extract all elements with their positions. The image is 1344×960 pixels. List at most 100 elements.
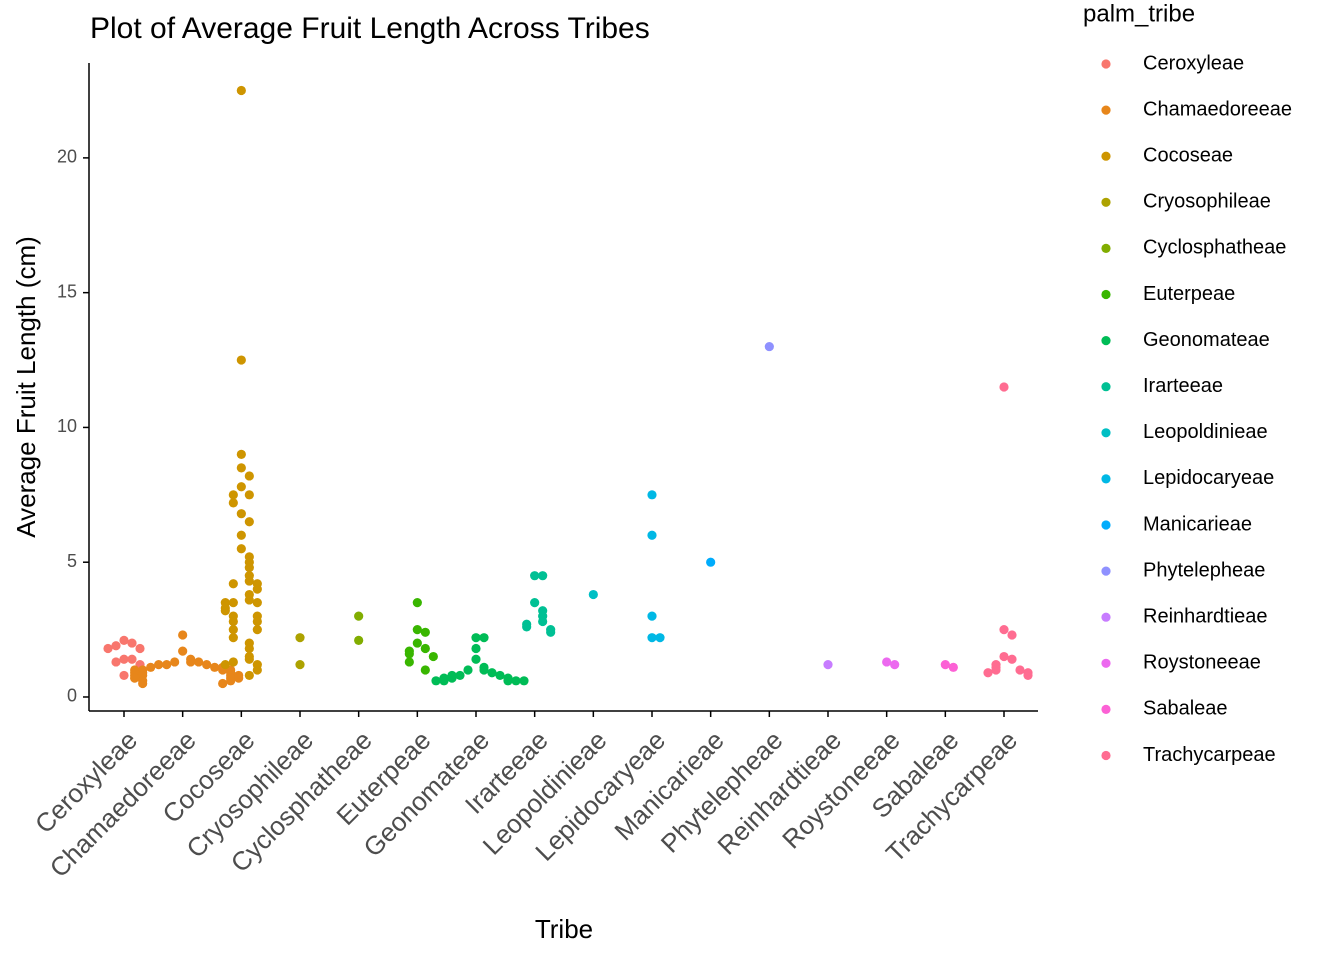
point [647,633,657,643]
point [447,673,457,683]
point [412,598,422,608]
point [479,665,489,675]
point [170,657,180,667]
legend-marker [1101,474,1111,484]
point [404,649,414,659]
point [236,355,246,365]
legend-label: Roystoneeae [1143,652,1261,674]
point [252,624,262,635]
point [463,665,473,675]
legend-label: Ceroxyleae [1143,52,1244,74]
point [354,611,364,621]
legend-label: Cocoseae [1143,144,1233,166]
legend-label: Cyclosphatheae [1143,237,1286,259]
point [588,589,598,600]
point [236,85,246,96]
point [202,660,212,670]
point [530,571,540,581]
legend-marker [1101,289,1111,300]
legend-label: Phytelepheae [1143,559,1265,581]
point [228,579,238,589]
point [522,622,532,632]
point [420,665,430,675]
point [228,633,238,643]
point [220,660,230,670]
y-tick-label: 5 [67,551,77,571]
point [236,544,246,554]
point [178,630,188,640]
point [244,643,254,654]
point [940,660,950,670]
y-tick-label: 15 [57,281,77,301]
point [236,509,246,519]
point [228,624,238,635]
point [420,643,430,654]
point [111,641,121,651]
point [404,657,414,667]
point [546,627,556,637]
point [412,638,422,648]
point [252,584,262,594]
point [252,616,262,627]
y-tick-label: 20 [57,147,77,167]
point [119,635,129,645]
point [228,490,238,500]
legend-marker [1101,105,1111,115]
legend-marker [1101,428,1111,438]
legend-label: Irarteeae [1143,375,1223,397]
point [244,517,254,527]
point [138,678,148,689]
point [103,643,113,654]
point [236,449,246,459]
legend-label: Euterpeae [1143,283,1235,305]
point [471,633,481,643]
point [146,662,156,672]
legend-marker [1101,520,1111,530]
point [764,341,774,352]
chart-title: Plot of Average Fruit Length Across Trib… [90,12,650,45]
point [431,676,441,686]
point [244,595,254,605]
x-axis-title: Tribe [535,914,593,944]
y-tick-label: 0 [67,686,77,706]
point [519,676,529,686]
point [220,606,230,616]
legend-label: Lepidocaryeae [1143,467,1274,489]
point [471,643,481,654]
point [127,654,137,664]
point [226,676,236,686]
point [999,382,1009,392]
legend-marker [1101,382,1111,392]
point [487,668,497,678]
point [130,673,140,683]
point [428,651,438,662]
point [999,651,1009,662]
legend-marker [1101,658,1111,668]
point [236,463,246,473]
legend-label: Manicarieae [1143,513,1252,535]
legend-label: Sabaleae [1143,698,1228,720]
point [999,624,1009,635]
point [991,665,1001,675]
legend-label: Leopoldinieae [1143,421,1268,443]
point [983,668,993,678]
y-axis-title: Average Fruit Length (cm) [11,236,41,538]
point [823,660,833,670]
point [890,660,900,670]
point [236,530,246,540]
point [354,635,364,645]
point [412,624,422,635]
point [1007,654,1017,664]
point [538,616,548,627]
legend-marker [1101,336,1111,346]
point [234,673,244,683]
legend-marker [1101,59,1111,69]
point [194,657,204,667]
point [119,654,129,664]
legend-marker [1101,151,1111,161]
point [647,530,657,540]
point [228,598,238,608]
point [479,633,489,643]
point [178,646,188,656]
